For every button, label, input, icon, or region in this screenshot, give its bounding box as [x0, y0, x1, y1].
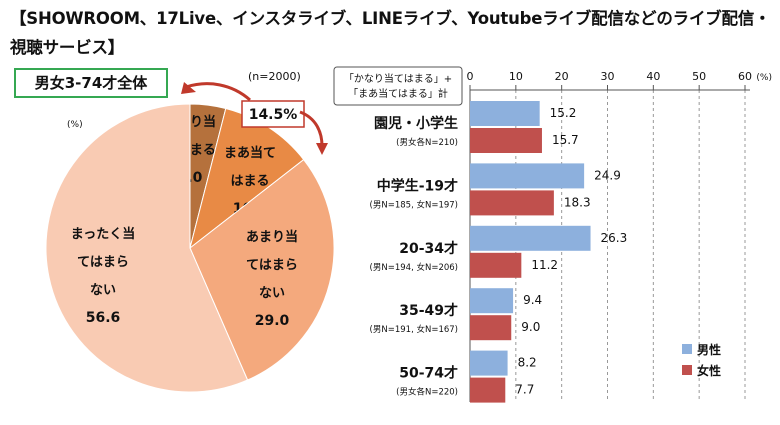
callout-arrowhead-left	[181, 82, 196, 94]
pie-slice	[45, 103, 249, 393]
bar-male	[470, 225, 591, 251]
y-category-sample: (男N=185, 女N=197)	[370, 199, 458, 210]
bar-value-label-male: 15.2	[550, 106, 577, 120]
y-category-label: 35-49才	[399, 302, 458, 319]
bar-male	[470, 163, 585, 189]
chart-title: 【SHOWROOM、17Live、インスタライブ、LINEライブ、Youtube…	[10, 9, 771, 57]
bar-value-label-female: 15.7	[552, 133, 579, 147]
bar-female	[470, 128, 542, 153]
bar-value-label-female: 11.2	[531, 258, 558, 272]
bar-male	[470, 101, 540, 126]
pie-sample-size: (n=2000)	[248, 70, 301, 83]
bar-value-label-male: 24.9	[594, 168, 621, 182]
bar-value-label-female: 7.7	[515, 383, 534, 397]
pie-slice-label: てはまら	[77, 255, 129, 270]
y-category-sample: (男女各N=220)	[396, 387, 458, 398]
pie-slice-label: はまる	[230, 174, 269, 189]
bar-female	[470, 190, 554, 216]
callout-arrowhead-right	[316, 143, 328, 155]
bar-female	[470, 377, 506, 403]
x-tick-label: 40	[646, 70, 660, 83]
bar-value-label-male: 8.2	[518, 356, 537, 370]
pie-slice-label: てはまら	[246, 258, 298, 273]
pie-slice-label: まあ当て	[224, 145, 276, 161]
subset-label: 男女3-74才全体	[14, 68, 168, 98]
y-category-label: 50-74才	[399, 365, 458, 382]
pie-unit-label: (%)	[67, 120, 83, 130]
criterion-box	[333, 66, 463, 106]
bar-value-label-female: 9.0	[521, 320, 540, 334]
bar-value-label-male: 26.3	[601, 231, 628, 245]
x-tick-label: 20	[555, 70, 569, 83]
x-tick-label: 10	[509, 70, 523, 83]
bar-male	[470, 288, 514, 314]
pie-slice-value: 29.0	[255, 313, 290, 329]
y-category-label: 園児・小学生	[374, 115, 458, 132]
bar-male	[470, 350, 508, 376]
callout-arrow-right	[299, 110, 324, 147]
legend-label-male: 男性	[697, 342, 721, 357]
callout-arrow-left	[185, 82, 251, 102]
legend-swatch-female	[682, 365, 692, 375]
pie-slice-label: あまり当	[246, 229, 298, 245]
legend-swatch-male	[682, 344, 692, 354]
criterion-label: 「まあ当てはまる」計	[348, 87, 448, 100]
bar-female	[470, 252, 522, 278]
x-tick-label: 0	[467, 70, 474, 83]
callout-box	[241, 100, 305, 128]
pie-slice-label: ない	[259, 286, 285, 301]
x-tick-label: 30	[601, 70, 615, 83]
legend-label-female: 女性	[697, 363, 721, 378]
y-category-sample: (男N=194, 女N=206)	[370, 262, 458, 273]
bar-value-label-male: 9.4	[523, 293, 542, 307]
y-category-sample: (男女各N=210)	[396, 137, 458, 148]
y-category-sample: (男N=191, 女N=167)	[370, 324, 458, 335]
y-category-label: 中学生-19才	[377, 177, 458, 194]
pie-slice	[189, 158, 335, 381]
bar-female	[470, 315, 512, 341]
x-tick-label: 60	[738, 70, 752, 83]
y-category-label: 20-34才	[399, 240, 458, 257]
x-unit-label: (%)	[756, 73, 772, 83]
pie-slice-value: 56.6	[86, 310, 121, 326]
bar-value-label-female: 18.3	[564, 195, 591, 209]
callout-value: 14.5%	[249, 107, 298, 123]
criterion-label: 「かなり当てはまる」+	[344, 72, 452, 85]
x-tick-label: 50	[692, 70, 706, 83]
pie-slice-label: ない	[90, 283, 116, 298]
pie-slice-label: まったく当	[71, 226, 135, 242]
